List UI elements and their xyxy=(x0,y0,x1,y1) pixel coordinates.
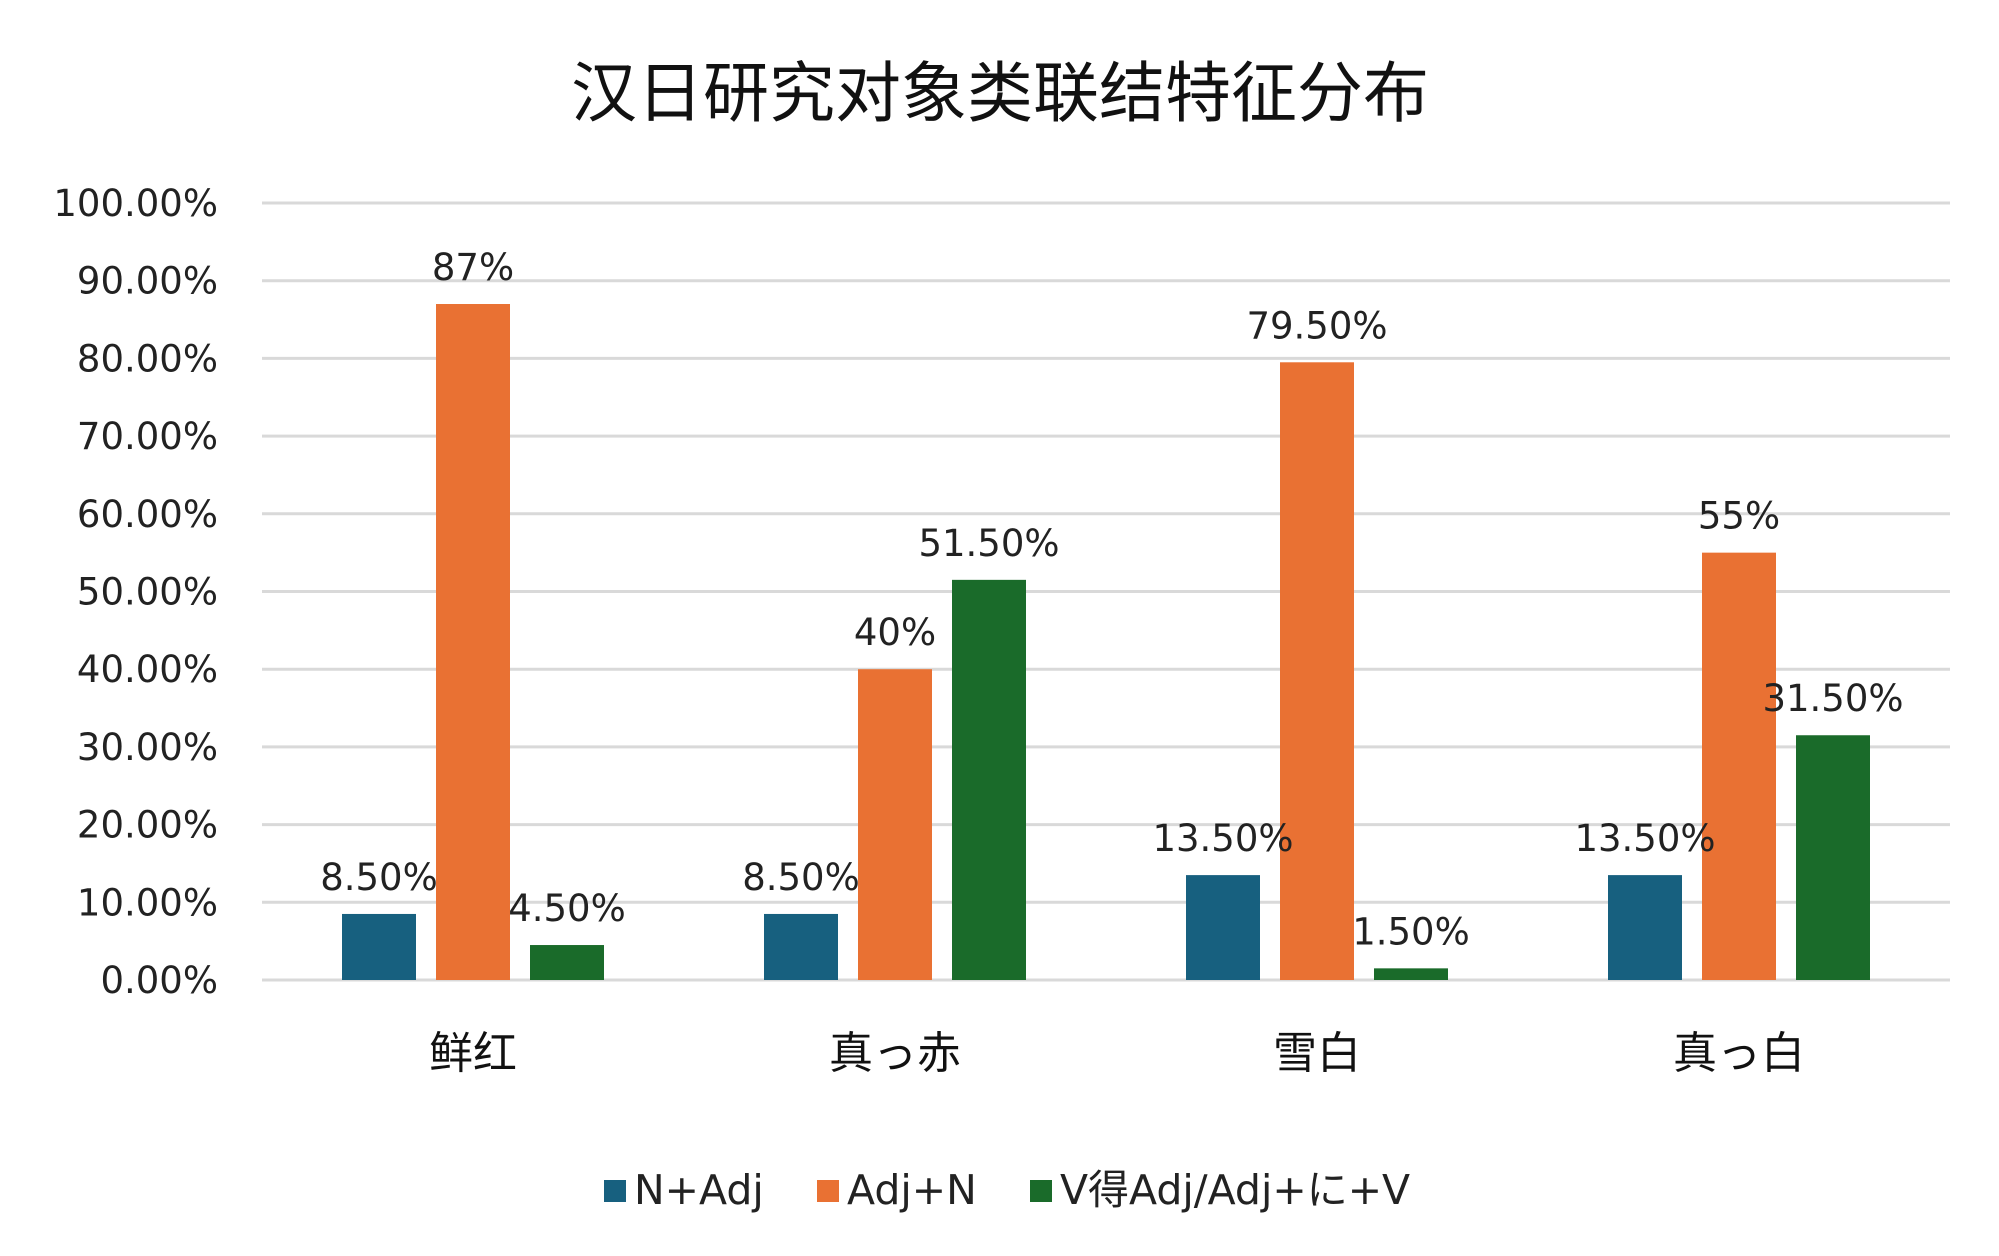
data-label: 1.50% xyxy=(1352,910,1470,953)
bars xyxy=(342,304,1870,980)
legend-swatch xyxy=(1030,1180,1052,1202)
bar xyxy=(1796,735,1870,980)
data-label: 8.50% xyxy=(742,856,860,899)
bar xyxy=(858,669,932,980)
data-label: 79.50% xyxy=(1246,304,1387,347)
legend-label: N+Adj xyxy=(634,1166,764,1214)
legend-swatch xyxy=(817,1180,839,1202)
y-tick-label: 70.00% xyxy=(77,415,218,458)
y-tick-label: 80.00% xyxy=(77,337,218,380)
bar xyxy=(764,913,838,980)
y-tick-label: 40.00% xyxy=(77,648,218,691)
y-tick-label: 10.00% xyxy=(77,881,218,924)
data-label: 55% xyxy=(1698,495,1780,538)
y-tick-label: 100.00% xyxy=(53,182,218,225)
y-tick-label: 30.00% xyxy=(77,726,218,769)
y-tick-label: 60.00% xyxy=(77,493,218,536)
category-label: 雪白 xyxy=(1273,1028,1361,1079)
legend-label: Adj+N xyxy=(847,1166,977,1214)
y-tick-label: 0.00% xyxy=(100,959,218,1002)
bar xyxy=(530,945,604,980)
data-label: 4.50% xyxy=(508,887,626,930)
y-tick-label: 20.00% xyxy=(77,804,218,847)
data-label: 51.50% xyxy=(918,522,1059,565)
y-axis-ticks: 0.00% 10.00% 20.00% 30.00% 40.00% 50.00% 60.00… xyxy=(53,182,218,1002)
data-label: 8.50% xyxy=(320,856,438,899)
bar xyxy=(952,579,1026,980)
legend: N+Adj Adj+N V得Adj/Adj+に+V xyxy=(604,1166,1410,1214)
data-labels: 8.50% 87% 4.50% 8.50% 40% 51.50% 13.50% 79.50% 1… xyxy=(320,246,1903,953)
data-label: 87% xyxy=(432,246,514,289)
bar xyxy=(1280,362,1354,980)
bar xyxy=(1608,875,1682,980)
category-label: 鲜红 xyxy=(429,1028,517,1079)
bar xyxy=(1702,552,1776,980)
gridlines xyxy=(262,201,1950,982)
bar xyxy=(436,304,510,980)
bar xyxy=(1374,968,1448,980)
bar xyxy=(1186,875,1260,980)
legend-label: V得Adj/Adj+に+V xyxy=(1060,1166,1410,1214)
data-label: 13.50% xyxy=(1152,817,1293,860)
bar xyxy=(342,913,416,980)
data-label: 40% xyxy=(854,611,936,654)
legend-swatch xyxy=(604,1180,626,1202)
y-tick-label: 90.00% xyxy=(77,260,218,303)
data-label: 13.50% xyxy=(1574,817,1715,860)
chart-title: 汉日研究对象类联结特征分布 xyxy=(571,55,1429,132)
category-label: 真っ赤 xyxy=(829,1028,961,1079)
data-label: 31.50% xyxy=(1762,677,1903,720)
x-axis-categories: 鲜红 真っ赤 雪白 真っ白 xyxy=(429,1028,1805,1079)
y-tick-label: 50.00% xyxy=(77,571,218,614)
category-label: 真っ白 xyxy=(1673,1028,1805,1079)
